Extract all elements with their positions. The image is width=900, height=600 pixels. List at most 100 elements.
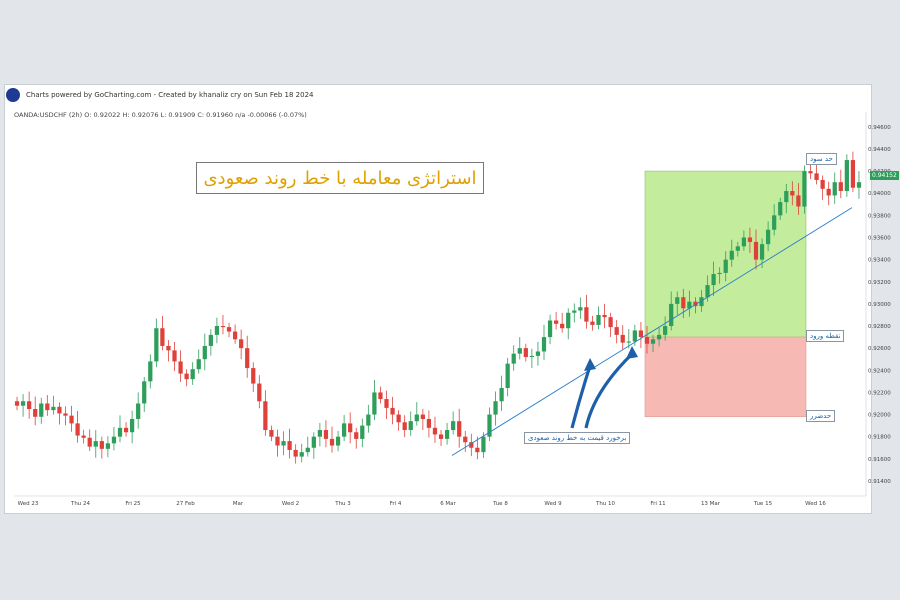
y-tick-label: 0.92200 [868, 390, 891, 396]
candle-body [214, 326, 220, 335]
x-tick-label: Wed 9 [544, 501, 562, 507]
entry-label: نقطه ورود [806, 330, 845, 342]
candle-body [717, 272, 722, 275]
candle-body [293, 449, 298, 457]
candle-body [656, 334, 662, 340]
candle-body [451, 421, 456, 431]
credit-text: Charts powered by GoCharting.com - Creat… [26, 91, 314, 99]
y-tick-label: 0.91800 [868, 435, 891, 441]
candle-body [426, 418, 432, 428]
candle-body [51, 406, 56, 411]
candle-body [99, 441, 104, 449]
candle-body [420, 414, 425, 419]
candle-body [487, 414, 492, 437]
gocharting-logo-icon [6, 88, 20, 102]
candle-body [578, 307, 583, 311]
x-tick-label: Fri 4 [390, 501, 402, 507]
candle-body [341, 423, 347, 437]
candle-body [81, 435, 86, 438]
candle-body [838, 182, 843, 192]
candle-body [681, 297, 686, 309]
candle-body [129, 418, 135, 433]
arrow-head [626, 346, 638, 359]
candle-body [63, 413, 68, 416]
candle-body [166, 345, 171, 351]
candle-body [844, 160, 849, 192]
candle-body [705, 285, 710, 298]
symbol-ohlc-line: OANDA:USDCHF (2h) O: 0.92022 H: 0.92076 … [14, 111, 307, 119]
candle-body [808, 171, 813, 174]
candle-body [675, 297, 680, 304]
candle-body [142, 381, 147, 404]
candle-body [547, 320, 553, 338]
uptrend-line[interactable] [451, 207, 853, 456]
candle-body [741, 237, 747, 247]
candle-body [202, 345, 207, 360]
y-tick-label: 0.94400 [868, 147, 891, 153]
trendline-touch-label: برخورد قیمت به خط روند صعودی [524, 432, 631, 444]
x-tick-label: Thu 24 [70, 501, 91, 507]
candle-body [535, 351, 541, 356]
candle-body [832, 182, 837, 196]
candle-body [711, 274, 716, 286]
candle-body [93, 441, 98, 447]
candle-body [638, 330, 644, 338]
candle-body [396, 414, 401, 423]
candle-body [251, 368, 256, 384]
candle-body [796, 195, 801, 207]
candle-body [553, 320, 559, 324]
candle-body [572, 310, 577, 313]
x-tick-label: Wed 23 [18, 501, 39, 507]
candle-body [590, 321, 595, 325]
candle-body [850, 160, 856, 188]
x-tick-label: Fri 25 [125, 501, 141, 507]
candle-body [463, 436, 468, 443]
x-tick-label: Fri 11 [650, 501, 665, 507]
y-tick-label: 0.93000 [868, 302, 891, 308]
candle-body [529, 355, 535, 358]
candle-body [45, 403, 50, 411]
candle-body [517, 348, 522, 354]
candle-body [220, 326, 226, 328]
candle-body [390, 407, 395, 415]
candle-body [469, 442, 474, 448]
y-tick-label: 0.92000 [868, 413, 891, 419]
candle-body [105, 443, 111, 449]
candle-body [384, 399, 389, 408]
candle-body [784, 191, 789, 203]
candle-body [644, 337, 650, 344]
candle-body [820, 179, 825, 189]
candle-body [566, 312, 571, 329]
candle-body [87, 437, 92, 447]
candle-body [348, 423, 353, 433]
candle-body [650, 339, 656, 344]
candle-body [444, 430, 450, 439]
candle-body [160, 328, 165, 346]
candle-body [75, 423, 80, 436]
candle-body [117, 427, 123, 437]
x-tick-label: Wed 2 [282, 501, 299, 507]
arrow-head [584, 358, 596, 371]
candle-body [457, 421, 462, 437]
candle-body [723, 259, 728, 273]
candle-body [378, 392, 383, 400]
candle-body [475, 447, 480, 453]
candle-body [560, 323, 565, 329]
candle-body [408, 421, 413, 431]
chart-title: استراتژی معامله با خط روند صعودی [196, 162, 484, 194]
candle-body [802, 171, 807, 207]
x-tick-label: 6 Mar [440, 501, 456, 507]
candle-body [790, 191, 795, 196]
candle-body [608, 317, 613, 328]
candle-body [226, 327, 232, 332]
candle-body [438, 434, 444, 439]
candle-body [614, 327, 619, 335]
candle-body [414, 414, 419, 422]
candle-body [735, 246, 740, 251]
candle-body [699, 297, 704, 307]
y-tick-label: 0.91400 [868, 479, 891, 485]
candle-body [360, 425, 365, 439]
candle-body [511, 353, 516, 364]
y-tick-label: 0.93800 [868, 213, 891, 219]
